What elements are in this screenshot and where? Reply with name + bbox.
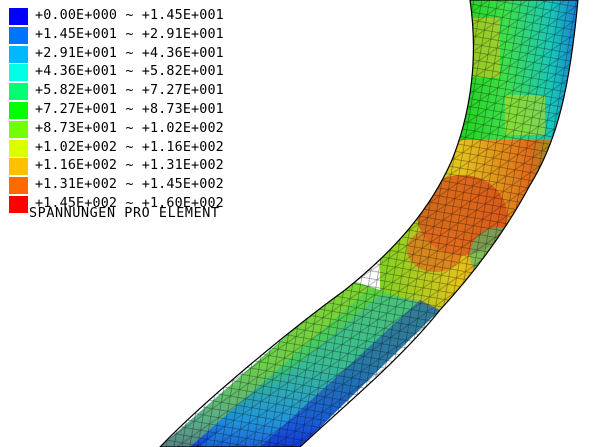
legend-range-label: +4.36E+001 ~ +5.82E+001 bbox=[35, 64, 224, 80]
legend-range-label: +1.45E+001 ~ +2.91E+001 bbox=[35, 26, 224, 42]
legend-range-label: +1.31E+002 ~ +1.45E+002 bbox=[35, 177, 224, 193]
legend-range-label: +1.45E+002 ~ +1.60E+002 bbox=[35, 195, 224, 211]
legend-color-swatch bbox=[9, 195, 28, 213]
legend-color-swatch bbox=[9, 45, 28, 63]
legend-color-swatch bbox=[9, 26, 28, 44]
legend-range-label: +0.00E+000 ~ +1.45E+001 bbox=[35, 8, 224, 23]
legend-color-swatch bbox=[9, 158, 28, 176]
legend-range-label: +8.73E+001 ~ +1.02E+002 bbox=[35, 120, 224, 136]
legend-range-label: +7.27E+001 ~ +8.73E+001 bbox=[35, 101, 224, 117]
legend-range-label: +1.02E+002 ~ +1.16E+002 bbox=[35, 139, 224, 155]
legend-color-swatch bbox=[9, 101, 28, 119]
legend-range-label: +1.16E+002 ~ +1.31E+002 bbox=[35, 158, 224, 174]
legend-title: SPANNUNGEN PRO ELEMENT bbox=[29, 206, 220, 221]
viewport-right-margin bbox=[584, 0, 594, 447]
legend-color-swatch bbox=[9, 64, 28, 82]
legend-range-label: +5.82E+001 ~ +7.27E+001 bbox=[35, 83, 224, 99]
legend-range-label: +2.91E+001 ~ +4.36E+001 bbox=[35, 45, 224, 61]
legend-color-swatch bbox=[9, 177, 28, 195]
legend-color-swatch bbox=[9, 120, 28, 138]
legend-color-swatch bbox=[9, 83, 28, 101]
legend-color-swatch bbox=[9, 139, 28, 157]
legend-color-swatch bbox=[9, 8, 28, 25]
